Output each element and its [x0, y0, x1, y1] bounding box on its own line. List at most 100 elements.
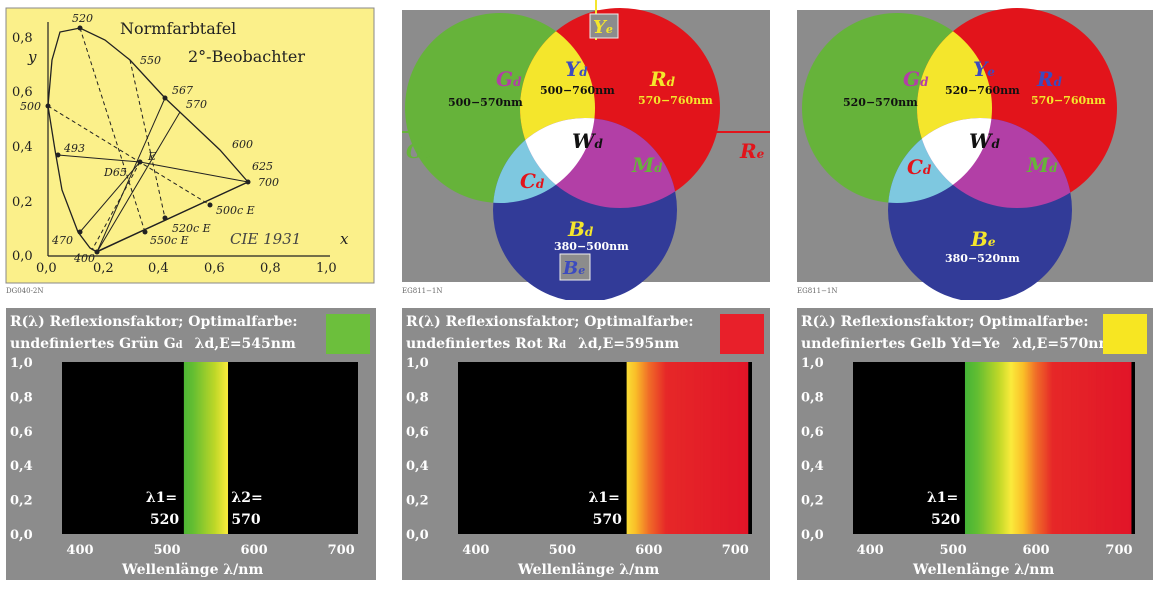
yellow-range: 520−760nm [945, 84, 1020, 97]
band-strip [1126, 362, 1129, 534]
band-strip [990, 362, 993, 534]
band-strip [1010, 362, 1013, 534]
band-strip [1073, 362, 1076, 534]
band-strip [638, 362, 641, 534]
band-strip [203, 362, 206, 534]
band-strip [1028, 362, 1030, 534]
band-strip [690, 362, 693, 534]
band-strip [736, 362, 738, 534]
band-strip [1097, 362, 1100, 534]
cie-xlabel: x [340, 230, 349, 248]
band-strip [209, 362, 211, 534]
band-strip [1117, 362, 1120, 534]
band-strip [1008, 362, 1011, 534]
band-strip [642, 362, 644, 534]
band-strip [635, 362, 637, 534]
band-strip [1078, 362, 1081, 534]
band-strip [1101, 362, 1104, 534]
band-strip [1038, 362, 1041, 534]
band-strip [193, 362, 195, 534]
band-strip [1090, 362, 1092, 534]
band-strip [1074, 362, 1076, 534]
svg-text:Ye: Ye [973, 57, 995, 81]
band-strip [186, 362, 188, 534]
svg-text:Be: Be [970, 227, 996, 251]
lambda2-value: 570 [231, 512, 260, 528]
svg-text:Re: Re [739, 139, 765, 163]
band-strip [1035, 362, 1037, 534]
band-strip [699, 362, 701, 534]
band-strip [1015, 362, 1017, 534]
blue-range: 380−520nm [945, 252, 1020, 265]
band-strip [732, 362, 734, 534]
red-range: 570−760nm [638, 94, 713, 107]
band-strip [636, 362, 639, 534]
band-strip [968, 362, 970, 534]
y-tick: 0,4 [10, 459, 33, 474]
x-tick: 700 [328, 543, 355, 558]
band-strip [997, 362, 999, 534]
band-strip [1072, 362, 1075, 534]
band-strip [993, 362, 995, 534]
band-strip [1002, 362, 1004, 534]
band-strip [1007, 362, 1009, 534]
spectrum-title: R(λ) Reflexionsfaktor; Optimalfarbe: [406, 314, 694, 330]
band-strip [1127, 362, 1129, 534]
y-tick: 0,6 [406, 425, 429, 440]
band-strip [640, 362, 642, 534]
band-strip [976, 362, 979, 534]
band-strip [1086, 362, 1088, 534]
band-strip [657, 362, 660, 534]
band-strip [745, 362, 747, 534]
band-strip [674, 362, 676, 534]
band-strip [1058, 362, 1061, 534]
band-strip [965, 362, 968, 534]
x-tick: 400 [857, 543, 884, 558]
band-strip [641, 362, 643, 534]
band-strip [1014, 362, 1017, 534]
band-strip [1123, 362, 1125, 534]
band-strip [1116, 362, 1119, 534]
band-strip [211, 362, 214, 534]
band-strip [711, 362, 713, 534]
band-strip [634, 362, 636, 534]
band-strip [1057, 362, 1060, 534]
band-strip [996, 362, 998, 534]
band-strip [220, 362, 222, 534]
band-strip [701, 362, 704, 534]
band-strip [977, 362, 979, 534]
x-axis-label: Wellenlänge λ/nm [912, 562, 1054, 578]
band-strip [1102, 362, 1105, 534]
band-strip [683, 362, 686, 534]
band-strip [649, 362, 651, 534]
spectrum-subtitle: undefiniertes Rot Rd λd,E=595nm [406, 336, 679, 352]
band-strip [692, 362, 694, 534]
svg-text:Md: Md [1026, 153, 1058, 177]
band-strip [1065, 362, 1067, 534]
band-strip [185, 362, 188, 534]
band-strip [1125, 362, 1127, 534]
color-swatch [720, 314, 764, 354]
band-strip [1032, 362, 1035, 534]
band-strip [726, 362, 728, 534]
svg-text:Yd: Yd [565, 57, 588, 81]
green-range: 520−570nm [843, 96, 918, 109]
band-strip [969, 362, 972, 534]
svg-text:Rd: Rd [1036, 67, 1063, 91]
band-strip [979, 362, 981, 534]
spectrum-subtitle: undefiniertes Gelb Yd=Ye λd,E=570nm [801, 336, 1113, 352]
band-strip [1030, 362, 1032, 534]
band-strip [1069, 362, 1071, 534]
band-strip [655, 362, 657, 534]
band-strip [695, 362, 698, 534]
band-strip [223, 362, 225, 534]
band-strip [1105, 362, 1108, 534]
band-strip [684, 362, 687, 534]
band-strip [967, 362, 969, 534]
band-strip [969, 362, 971, 534]
band-strip [1066, 362, 1069, 534]
band-strip [629, 362, 631, 534]
band-strip [1100, 362, 1102, 534]
spectrum-panel-1: R(λ) Reflexionsfaktor; Optimalfarbe: unde… [6, 308, 376, 580]
band-strip [678, 362, 680, 534]
